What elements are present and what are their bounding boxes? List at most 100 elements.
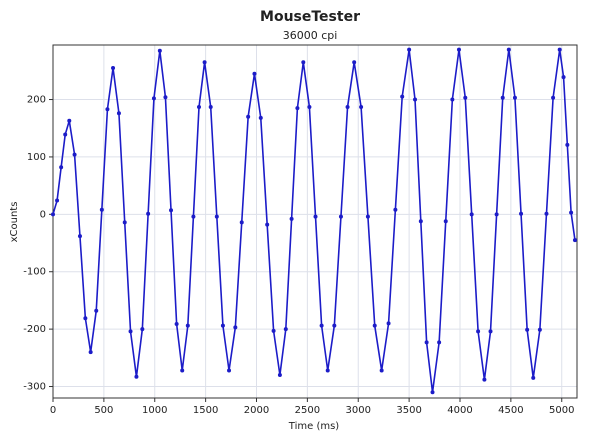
data-point [482,377,487,382]
data-point [105,107,110,112]
data-point [246,114,251,119]
data-point [122,220,127,225]
data-point [271,328,276,333]
data-point [191,214,196,219]
y-tick-label: 200 [27,95,46,106]
data-point [463,95,468,100]
chart-subtitle: 36000 cpi [283,29,338,42]
data-point [494,212,499,217]
data-point [214,214,219,219]
data-point [469,212,474,217]
data-point [450,97,455,102]
data-point [140,327,145,332]
data-point [265,222,270,227]
data-point [277,373,282,378]
data-point [443,219,448,224]
data-point [338,214,343,219]
data-point [407,47,412,52]
data-point [88,350,93,355]
data-point [146,211,151,216]
data-point [289,216,294,221]
data-point [352,60,357,65]
data-point [365,214,370,219]
data-point [561,75,566,80]
data-point [400,94,405,99]
data-point [180,368,185,373]
x-tick-label: 4500 [498,405,523,416]
y-tick-label: 100 [27,152,46,163]
data-point [77,234,82,239]
x-tick-label: 2000 [244,405,269,416]
data-point [94,308,99,313]
data-point [197,104,202,109]
x-tick-label: 500 [94,405,113,416]
y-axis-title: xCounts [9,202,20,243]
data-point [372,323,377,328]
data-point [430,390,435,395]
data-point [55,198,60,203]
y-tick-label: -300 [23,382,46,393]
data-point [537,327,542,332]
data-point [301,60,306,65]
data-point [525,327,530,332]
data-point [512,95,517,100]
data-point [476,329,481,334]
data-point [393,207,398,212]
data-point [99,207,104,212]
data-point [134,374,139,379]
data-point [283,327,288,332]
data-point [319,323,324,328]
data-point [239,220,244,225]
data-point [258,115,263,120]
data-point [313,214,318,219]
data-point [332,323,337,328]
data-point [72,152,77,157]
data-point [345,104,350,109]
data-point [227,368,232,373]
data-point [208,104,213,109]
data-point [557,47,562,52]
data-point [565,142,570,147]
data-point [128,329,133,334]
data-point [202,60,207,65]
data-point [51,212,55,217]
data-point [379,368,384,373]
data-point [359,104,364,109]
data-point [157,48,162,53]
data-point [163,95,168,100]
x-tick-label: 1500 [193,405,218,416]
data-point [307,104,312,109]
x-tick-label: 2500 [295,405,320,416]
data-point [456,47,461,52]
data-point [111,65,116,70]
data-point [544,211,549,216]
data-point [252,71,257,76]
data-point [572,238,577,243]
data-point [174,321,179,326]
plot-frame [52,44,578,399]
data-point [116,111,121,116]
data-point [551,95,556,100]
data-point [506,47,511,52]
x-tick-label: 5000 [549,405,574,416]
data-point [519,211,524,216]
chart-title: MouseTester [260,9,360,25]
data-point [424,340,429,345]
data-point [500,95,505,100]
data-point [67,118,72,123]
x-axis-title: Time (ms) [288,421,340,432]
x-tick-label: 4000 [447,405,472,416]
data-point [325,368,330,373]
data-point [151,96,156,101]
data-point [220,323,225,328]
data-point [83,316,88,321]
x-tick-label: 0 [50,405,56,416]
data-point [59,165,64,170]
data-point [185,323,190,328]
data-point [386,321,391,326]
series-line [52,49,576,393]
data-point [233,325,238,330]
data-point [169,208,174,213]
data-point [413,97,418,102]
